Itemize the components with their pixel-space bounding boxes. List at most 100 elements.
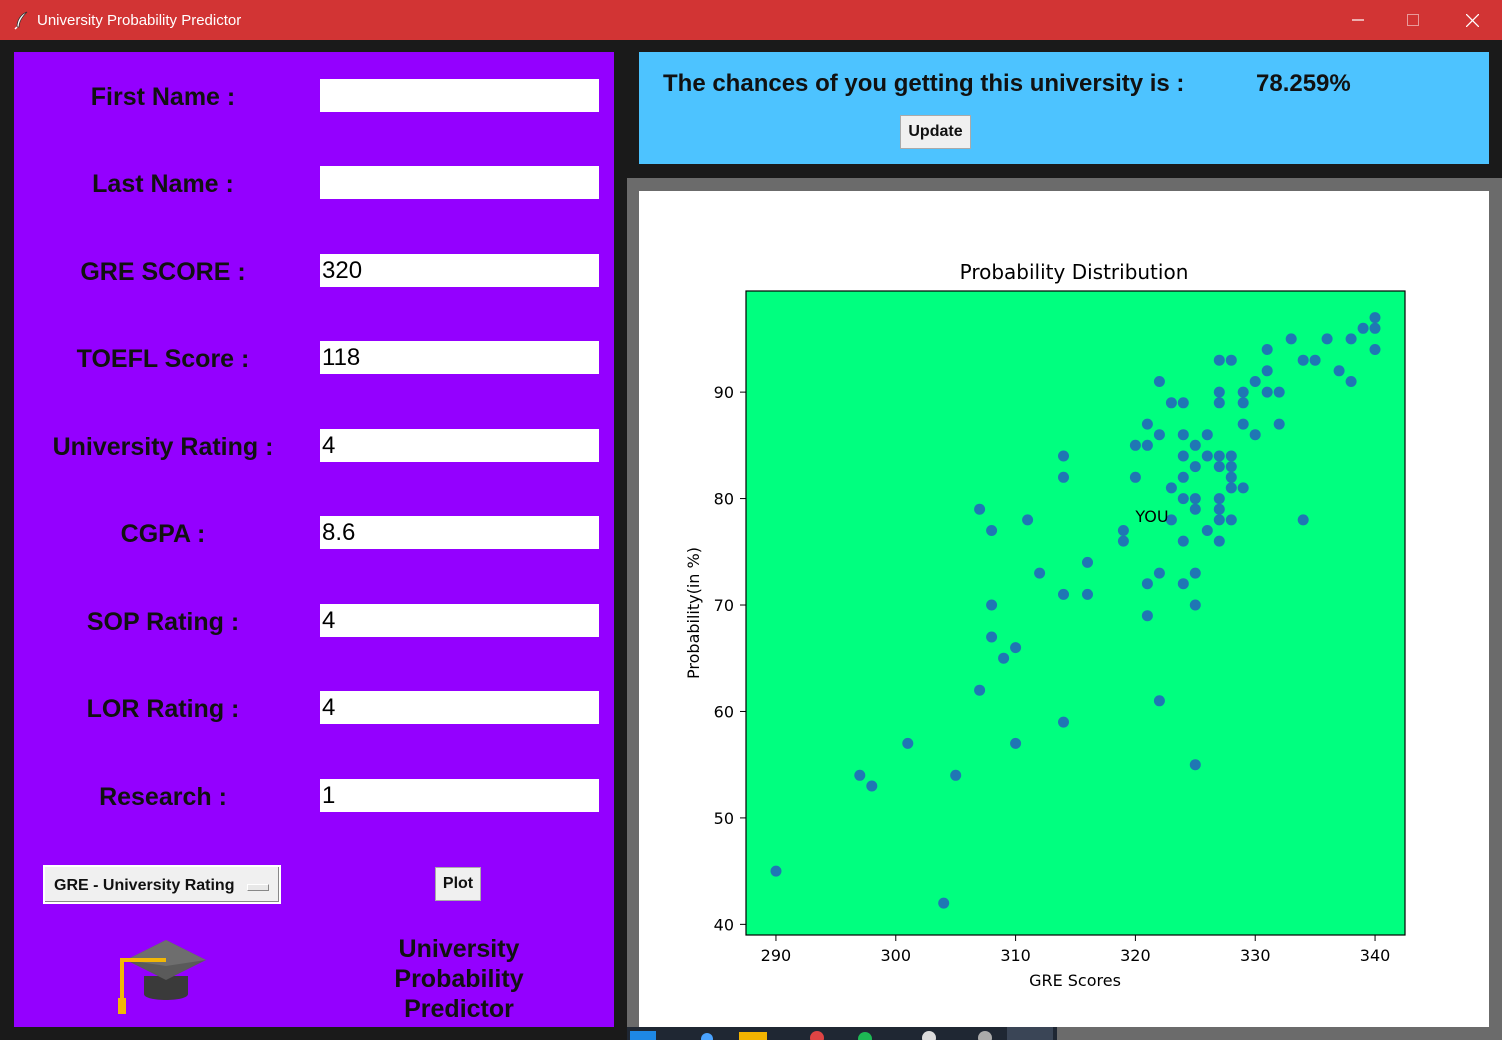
data-point <box>1297 514 1309 526</box>
data-point <box>1177 450 1189 462</box>
data-point <box>1213 514 1225 526</box>
data-point <box>1189 493 1201 505</box>
edge-icon <box>701 1033 713 1040</box>
university-rating-label: University Rating : <box>52 433 274 461</box>
data-point <box>1261 365 1273 377</box>
data-point <box>854 769 866 781</box>
toefl-score-input[interactable] <box>320 341 599 374</box>
data-point <box>1117 525 1129 536</box>
windows-start-icon <box>630 1031 656 1040</box>
app-icon-1 <box>810 1031 824 1040</box>
points-layer <box>770 312 1381 909</box>
x-tick-label: 330 <box>1240 946 1271 965</box>
branding-line-3: Predictor <box>404 995 514 1023</box>
data-point <box>1213 397 1225 409</box>
data-point <box>1141 578 1153 590</box>
data-point <box>1153 567 1165 579</box>
maximize-button[interactable] <box>1384 0 1442 40</box>
data-point <box>902 737 914 749</box>
data-point <box>1141 439 1153 451</box>
maximize-icon <box>1407 14 1419 26</box>
y-tick-label: 70 <box>714 596 734 615</box>
data-point <box>1058 450 1069 462</box>
data-point <box>1273 418 1285 430</box>
data-point <box>1225 461 1237 473</box>
gre-score-input[interactable] <box>320 254 599 287</box>
data-point <box>1285 333 1297 345</box>
taskbar-strip <box>627 1027 1057 1040</box>
y-tick-label: 90 <box>714 383 734 402</box>
result-panel: The chances of you getting this universi… <box>639 52 1489 164</box>
chart-canvas: Probability Distribution 290 300 310 320 330… <box>639 191 1489 1027</box>
data-point <box>1225 354 1237 366</box>
data-point <box>1369 322 1381 334</box>
data-point <box>1309 354 1321 366</box>
data-point <box>1237 482 1249 494</box>
sop-rating-input[interactable] <box>320 604 599 637</box>
plot-button[interactable]: Plot <box>435 867 481 901</box>
x-tick-label: 290 <box>761 946 792 965</box>
data-point <box>1213 461 1225 473</box>
active-app-icon <box>1007 1027 1053 1040</box>
data-point <box>1213 535 1225 547</box>
data-point <box>986 631 998 643</box>
data-point <box>1345 333 1357 345</box>
sop-rating-label: SOP Rating : <box>86 608 240 636</box>
data-point <box>1369 344 1381 355</box>
data-point <box>1189 759 1201 771</box>
lor-rating-label: LOR Rating : <box>86 695 240 723</box>
lor-rating-input[interactable] <box>320 691 599 724</box>
plot-area <box>745 290 1406 936</box>
last-name-label: Last Name : <box>92 170 234 198</box>
data-point <box>1201 429 1213 441</box>
research-input[interactable] <box>320 779 599 812</box>
you-annotation: YOU <box>1134 507 1168 526</box>
data-point <box>1022 514 1034 526</box>
data-point <box>1189 567 1201 579</box>
dropdown-indicator-icon <box>247 884 269 891</box>
probability-value: 78.259% <box>1256 70 1351 97</box>
x-tick-label: 300 <box>880 946 911 965</box>
data-point <box>1177 535 1189 547</box>
chart-title: Probability Distribution <box>960 260 1189 284</box>
minimize-button[interactable] <box>1329 0 1387 40</box>
data-point <box>1141 418 1153 430</box>
data-point <box>1129 471 1141 483</box>
plot-type-dropdown[interactable]: GRE - University Rating <box>43 865 281 904</box>
last-name-input[interactable] <box>320 166 599 199</box>
cgpa-input[interactable] <box>320 516 599 549</box>
app-icon-3 <box>922 1031 936 1040</box>
data-point <box>1273 386 1285 398</box>
data-point <box>1345 376 1357 387</box>
title-bar: University Probability Predictor <box>0 0 1502 40</box>
first-name-input[interactable] <box>320 79 599 112</box>
data-point <box>1177 578 1189 590</box>
data-point <box>1213 354 1225 366</box>
data-point <box>1153 695 1165 707</box>
data-point <box>1141 610 1153 622</box>
close-button[interactable] <box>1443 0 1501 40</box>
plot-type-selected: GRE - University Rating <box>54 877 235 894</box>
data-point <box>1129 439 1141 451</box>
chart-frame: Probability Distribution 290 300 310 320 330… <box>627 178 1502 1040</box>
x-tick-label: 320 <box>1120 946 1151 965</box>
toefl-score-label: TOEFL Score : <box>76 345 250 373</box>
data-point <box>1201 525 1213 536</box>
cgpa-label: CGPA : <box>120 520 206 548</box>
data-point <box>986 599 998 611</box>
first-name-label: First Name : <box>90 83 236 111</box>
update-button[interactable]: Update <box>900 115 971 149</box>
data-point <box>1189 503 1201 515</box>
data-point <box>1213 493 1225 505</box>
window-title: University Probability Predictor <box>37 12 242 29</box>
research-label: Research : <box>99 783 227 811</box>
gre-score-label: GRE SCORE : <box>80 258 246 286</box>
data-point <box>1153 429 1165 441</box>
data-point <box>1189 599 1201 611</box>
data-point <box>1213 450 1225 462</box>
university-rating-input[interactable] <box>320 429 599 462</box>
data-point <box>1058 716 1069 728</box>
data-point <box>1201 450 1213 462</box>
data-point <box>1333 365 1345 377</box>
x-axis-label: GRE Scores <box>1029 971 1121 990</box>
